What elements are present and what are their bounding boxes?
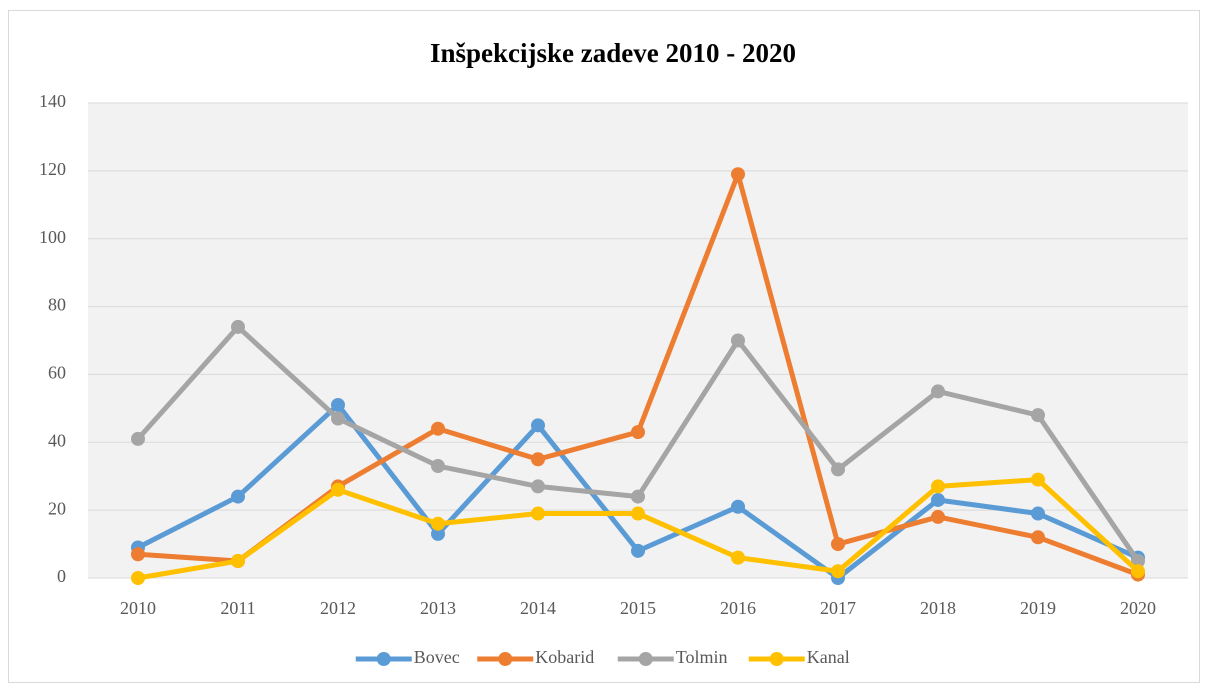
data-point [231,319,245,334]
data-point [731,550,745,565]
data-point [1131,554,1145,569]
x-tick-label: 2013 [420,598,456,618]
x-tick-label: 2016 [720,598,756,618]
x-tick-label: 2012 [320,598,356,618]
x-tick-label: 2018 [920,598,956,618]
y-tick-label: 140 [39,91,66,111]
data-point [931,479,945,494]
x-tick-label: 2020 [1120,598,1156,618]
data-point [531,479,545,494]
data-point [531,506,545,521]
data-point [931,384,945,399]
x-tick-label: 2015 [620,598,656,618]
chart-title: Inšpekcijske zadeve 2010 - 2020 [430,38,796,68]
x-tick-label: 2010 [120,598,156,618]
legend-label: Tolmin [676,647,728,667]
data-point [431,421,445,436]
data-point [331,411,345,426]
x-tick-label: 2019 [1020,598,1056,618]
data-point [1131,564,1145,579]
data-point [931,492,945,507]
data-point [431,459,445,474]
data-point [631,425,645,440]
data-point [931,509,945,524]
data-point [531,418,545,433]
data-point [431,526,445,541]
data-point [631,543,645,558]
data-point [731,167,745,182]
data-point [1031,472,1045,487]
legend-label: Kobarid [535,647,594,667]
data-point [1031,530,1045,545]
x-tick-label: 2014 [520,598,556,618]
data-point [131,431,145,446]
y-tick-label: 0 [57,566,66,586]
data-point [1031,506,1045,521]
data-point [1031,408,1045,423]
data-point [831,564,845,579]
legend-marker [376,652,391,666]
legend-marker [498,652,513,666]
data-point [331,482,345,497]
y-tick-label: 40 [48,430,66,450]
y-tick-label: 80 [48,295,66,315]
x-tick-label: 2011 [220,598,255,618]
y-tick-label: 120 [39,159,66,179]
data-point [131,571,145,585]
legend-label: Kanal [807,647,850,667]
data-point [231,489,245,504]
legend-marker [769,652,784,666]
data-point [331,397,345,412]
data-point [831,462,845,477]
data-point [531,452,545,467]
data-point [831,537,845,552]
legend-marker [638,652,653,666]
data-point [431,516,445,531]
data-point [731,333,745,348]
y-tick-label: 60 [48,363,66,383]
y-tick-label: 100 [39,227,66,247]
data-point [731,499,745,514]
data-point [631,489,645,504]
data-point [231,554,245,569]
data-point [631,506,645,521]
x-tick-label: 2017 [820,598,856,618]
y-tick-label: 20 [48,498,66,518]
legend-label: Bovec [414,647,460,667]
data-point [131,547,145,562]
